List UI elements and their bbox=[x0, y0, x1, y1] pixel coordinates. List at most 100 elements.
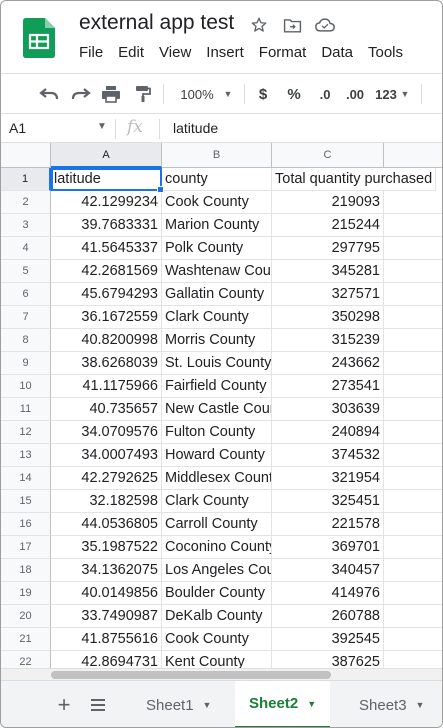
cell-total-quantity[interactable]: 221578 bbox=[272, 513, 384, 536]
cell-county[interactable]: Clark County bbox=[162, 490, 272, 513]
column-header-c[interactable]: C bbox=[272, 143, 384, 168]
cell-county[interactable]: county bbox=[162, 168, 272, 191]
cell-latitude[interactable]: 33.7490987 bbox=[51, 605, 162, 628]
row-header[interactable]: 10 bbox=[1, 375, 51, 398]
cell-empty[interactable] bbox=[384, 467, 442, 490]
cell-latitude[interactable]: 42.8694731 bbox=[51, 651, 162, 668]
cell-county[interactable]: Gallatin County bbox=[162, 283, 272, 306]
add-sheet-icon[interactable]: + bbox=[57, 692, 71, 717]
cell-empty[interactable] bbox=[384, 191, 442, 214]
cell-latitude[interactable]: 41.5645337 bbox=[51, 237, 162, 260]
cell-empty[interactable] bbox=[384, 398, 442, 421]
cell-empty[interactable] bbox=[384, 628, 442, 651]
cell-total-quantity[interactable]: 260788 bbox=[272, 605, 384, 628]
more-formats-button[interactable]: 123 bbox=[375, 86, 397, 102]
row-header[interactable]: 19 bbox=[1, 582, 51, 605]
cell-latitude[interactable]: 34.0709576 bbox=[51, 421, 162, 444]
cell-county[interactable]: Fairfield County bbox=[162, 375, 272, 398]
move-to-folder-icon[interactable] bbox=[281, 14, 303, 36]
cell-empty[interactable] bbox=[384, 306, 442, 329]
cell-total-quantity[interactable]: 215244 bbox=[272, 214, 384, 237]
row-header[interactable]: 16 bbox=[1, 513, 51, 536]
menu-insert[interactable]: Insert bbox=[206, 44, 244, 61]
row-header[interactable]: 5 bbox=[1, 260, 51, 283]
cell-county[interactable]: Marion County bbox=[162, 214, 272, 237]
cell-total-quantity[interactable]: 414976 bbox=[272, 582, 384, 605]
cloud-status-icon[interactable] bbox=[314, 14, 336, 36]
row-header[interactable]: 7 bbox=[1, 306, 51, 329]
cell-latitude[interactable]: latitude bbox=[51, 168, 162, 191]
cell-latitude[interactable]: 38.6268039 bbox=[51, 352, 162, 375]
cell-county[interactable]: Carroll County bbox=[162, 513, 272, 536]
row-header[interactable]: 17 bbox=[1, 536, 51, 559]
row-header[interactable]: 4 bbox=[1, 237, 51, 260]
tab-menu-caret-icon[interactable]: ▼ bbox=[307, 698, 317, 709]
tab-sheet3[interactable]: Sheet3 ▼ bbox=[345, 681, 438, 727]
cell-total-quantity[interactable]: 345281 bbox=[272, 260, 384, 283]
zoom-select[interactable]: 100% bbox=[180, 86, 214, 102]
cell-total-quantity[interactable]: 273541 bbox=[272, 375, 384, 398]
cell-county[interactable]: Howard County bbox=[162, 444, 272, 467]
cell-latitude[interactable]: 32.182598 bbox=[51, 490, 162, 513]
name-box[interactable]: A1 bbox=[9, 120, 27, 136]
name-box-dropdown-icon[interactable]: ▼ bbox=[97, 121, 107, 132]
row-header[interactable]: 21 bbox=[1, 628, 51, 651]
cell-latitude[interactable]: 34.1362075 bbox=[51, 559, 162, 582]
tab-sheet2[interactable]: Sheet2 ▼ bbox=[235, 681, 331, 727]
row-header[interactable]: 18 bbox=[1, 559, 51, 582]
cell-empty[interactable] bbox=[384, 513, 442, 536]
cell-latitude[interactable]: 34.0007493 bbox=[51, 444, 162, 467]
cell-total-quantity[interactable]: 321954 bbox=[272, 467, 384, 490]
cell-empty[interactable] bbox=[384, 375, 442, 398]
cell-total-quantity[interactable]: 374532 bbox=[272, 444, 384, 467]
cell-total-quantity[interactable]: 392545 bbox=[272, 628, 384, 651]
cell-total-quantity[interactable]: 303639 bbox=[272, 398, 384, 421]
cell-empty[interactable] bbox=[384, 444, 442, 467]
cell-total-quantity[interactable]: 243662 bbox=[272, 352, 384, 375]
cell-county[interactable]: Cook County bbox=[162, 628, 272, 651]
menu-file[interactable]: File bbox=[79, 44, 104, 61]
redo-icon[interactable] bbox=[69, 74, 93, 114]
currency-format-button[interactable]: $ bbox=[258, 85, 268, 103]
cell-latitude[interactable]: 44.0536805 bbox=[51, 513, 162, 536]
cell-total-quantity[interactable]: 219093 bbox=[272, 191, 384, 214]
row-header[interactable]: 13 bbox=[1, 444, 51, 467]
cell-latitude[interactable]: 42.1299234 bbox=[51, 191, 162, 214]
horizontal-scrollbar-thumb[interactable] bbox=[51, 671, 331, 679]
column-header-a[interactable]: A bbox=[51, 143, 162, 168]
cell-latitude[interactable]: 41.8755616 bbox=[51, 628, 162, 651]
cell-total-quantity[interactable]: Total quantity purchased bbox=[272, 168, 436, 191]
select-all-corner[interactable] bbox=[1, 143, 51, 168]
decrease-decimal-button[interactable]: .0 bbox=[319, 86, 331, 102]
cell-empty[interactable] bbox=[384, 536, 442, 559]
cell-county[interactable]: DeKalb County bbox=[162, 605, 272, 628]
cell-county[interactable]: Boulder County bbox=[162, 582, 272, 605]
cell-empty[interactable] bbox=[384, 283, 442, 306]
cell-empty[interactable] bbox=[384, 260, 442, 283]
cell-empty[interactable] bbox=[384, 559, 442, 582]
cell-county[interactable]: Cook County bbox=[162, 191, 272, 214]
cell-county[interactable]: Polk County bbox=[162, 237, 272, 260]
cell-county[interactable]: St. Louis County bbox=[162, 352, 272, 375]
row-header[interactable]: 22 bbox=[1, 651, 51, 668]
star-icon[interactable] bbox=[248, 14, 270, 36]
cell-county[interactable]: Morris County bbox=[162, 329, 272, 352]
cell-county[interactable]: Fulton County bbox=[162, 421, 272, 444]
cell-total-quantity[interactable]: 387625 bbox=[272, 651, 384, 668]
row-header[interactable]: 12 bbox=[1, 421, 51, 444]
menu-format[interactable]: Format bbox=[258, 44, 307, 61]
cell-empty[interactable] bbox=[384, 490, 442, 513]
print-icon[interactable] bbox=[99, 74, 123, 114]
all-sheets-menu-icon[interactable] bbox=[87, 690, 109, 720]
cell-empty[interactable] bbox=[384, 352, 442, 375]
cell-county[interactable]: Middlesex County bbox=[162, 467, 272, 490]
cell-empty[interactable] bbox=[384, 651, 442, 668]
cell-empty[interactable] bbox=[384, 329, 442, 352]
cell-total-quantity[interactable]: 327571 bbox=[272, 283, 384, 306]
increase-decimal-button[interactable]: .00 bbox=[345, 86, 365, 102]
zoom-dropdown-icon[interactable]: ▼ bbox=[223, 89, 233, 99]
cell-county[interactable]: New Castle County bbox=[162, 398, 272, 421]
cell-latitude[interactable]: 42.2792625 bbox=[51, 467, 162, 490]
menu-view[interactable]: View bbox=[159, 44, 192, 61]
cell-total-quantity[interactable]: 340457 bbox=[272, 559, 384, 582]
